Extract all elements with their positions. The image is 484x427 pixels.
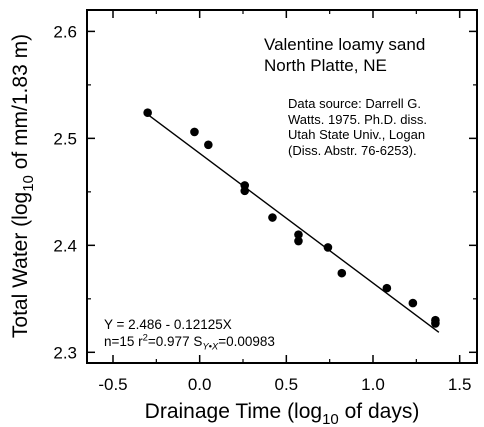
y-tick-label: 2.6 — [53, 22, 77, 41]
data-points — [143, 108, 440, 328]
stats-r2-value: =0.977 S — [147, 334, 203, 349]
data-point — [294, 236, 303, 246]
y-tick-label: 2.5 — [53, 129, 77, 148]
data-point — [408, 298, 418, 308]
regression-line — [147, 113, 440, 333]
data-point — [143, 108, 152, 117]
source-line-2: Watts. 1975. Ph.D. diss. — [288, 111, 427, 127]
source-line-4: (Diss. Abstr. 76-6253). — [288, 142, 417, 158]
std-error-subscript: Y•X — [202, 341, 219, 353]
x-tick-label: 1.0 — [361, 375, 385, 394]
r2-superscript: 2 — [142, 332, 148, 344]
x-tick-label: -0.5 — [98, 375, 127, 394]
regression-stats: Y = 2.486 - 0.12125X n=15 r2=0.977 SY•X=… — [104, 316, 275, 353]
data-point — [190, 127, 199, 137]
source-line-3: Utah State Univ., Logan — [288, 127, 426, 142]
data-point — [240, 186, 250, 196]
data-point — [382, 283, 392, 293]
axis-ticks — [87, 10, 477, 363]
site-annotation: Valentine loamy sand North Platte, NE — [264, 34, 425, 76]
y-tick-label: 2.4 — [53, 236, 77, 255]
source-line-1: Data source: Darrell G. — [288, 96, 421, 111]
x-tick-label: 0.0 — [188, 375, 212, 394]
y-tick-label: 2.3 — [53, 343, 77, 362]
plot-frame — [86, 9, 478, 364]
axis-tick-labels: -0.5 0.0 0.5 1.0 1.5 2.3 2.4 2.5 2.6 — [53, 22, 471, 394]
x-axis-label: Drainage Time (log10 of days) — [145, 400, 420, 427]
site-line-1: Valentine loamy sand — [264, 35, 426, 54]
data-point — [431, 319, 440, 328]
y-axis-label: Total Water (log10 of mm/1.83 m) — [9, 34, 37, 338]
regression-equation: Y = 2.486 - 0.12125X — [104, 317, 232, 332]
data-point — [294, 230, 303, 239]
regression-fit-stats: n=15 r2=0.977 SY•X=0.00983 — [104, 332, 275, 353]
x-tick-label: 0.5 — [275, 375, 299, 394]
data-point — [337, 268, 347, 278]
data-point — [323, 243, 333, 252]
site-line-2: North Platte, NE — [264, 56, 387, 75]
x-tick-label: 1.5 — [448, 375, 472, 394]
data-point — [204, 140, 213, 150]
stats-std-error-value: =0.00983 — [218, 334, 275, 349]
source-annotation: Data source: Darrell G. Watts. 1975. Ph.… — [288, 96, 427, 158]
data-point — [268, 213, 277, 222]
stats-n: n=15 r — [104, 334, 143, 349]
